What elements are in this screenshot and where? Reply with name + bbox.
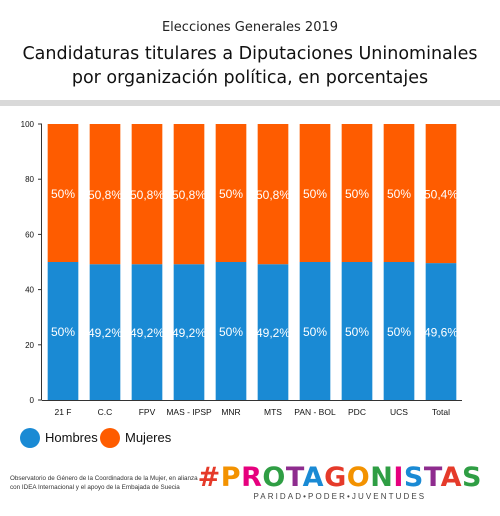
x-tick-label: 21 F (54, 407, 71, 417)
data-label-hombres: 49,2% (256, 326, 290, 340)
data-label-hombres: 49,6% (424, 326, 458, 340)
data-label-hombres: 50% (387, 325, 411, 339)
y-tick-label: 80 (25, 175, 34, 184)
bar-hombres-segment (89, 264, 121, 400)
data-label-hombres: 49,2% (88, 326, 122, 340)
brand-letter: T (423, 462, 441, 493)
x-tick-label: MNR (221, 407, 240, 417)
legend-swatch-mujeres (100, 428, 120, 448)
data-label-hombres: 50% (345, 325, 369, 339)
bar-hombres-segment (425, 263, 457, 400)
brand-letter: A (302, 462, 325, 493)
bar-hombres-segment (47, 262, 79, 400)
brand-letter: I (393, 462, 404, 493)
data-label-mujeres: 50,4% (424, 188, 458, 202)
data-label-hombres: 50% (303, 325, 327, 339)
bar-mujeres-segment (215, 124, 247, 262)
source-footnote: Observatorio de Género de la Coordinador… (10, 474, 270, 492)
bar-mujeres-segment (299, 124, 331, 262)
data-label-hombres: 50% (51, 325, 75, 339)
bar-mujeres-segment (341, 124, 373, 262)
x-tick-label: C.C (98, 407, 113, 417)
bar-hombres-segment (215, 262, 247, 400)
data-label-mujeres: 50% (219, 187, 243, 201)
brand-letter: S (403, 462, 424, 493)
y-tick-label: 40 (25, 286, 34, 295)
bar-hombres-segment (341, 262, 373, 400)
brand-letter: G (324, 462, 347, 493)
x-tick-label: Total (432, 407, 450, 417)
bar-hombres-segment (257, 264, 289, 400)
data-label-mujeres: 50% (303, 187, 327, 201)
header-divider (0, 100, 500, 106)
data-label-mujeres: 50% (345, 187, 369, 201)
data-label-mujeres: 50,8% (130, 188, 164, 202)
x-tick-label: FPV (139, 407, 156, 417)
bar-hombres-segment (299, 262, 331, 400)
bar-hombres-segment (173, 264, 205, 400)
brand-letter: N (370, 462, 394, 493)
chart-title: Candidaturas titulares a Diputaciones Un… (22, 44, 478, 88)
data-label-mujeres: 50% (387, 187, 411, 201)
data-label-mujeres: 50,8% (88, 188, 122, 202)
data-label-mujeres: 50,8% (256, 188, 290, 202)
footnote-line-2: con IDEA Internacional y el apoyo de la … (10, 484, 180, 491)
legend-swatch-hombres (20, 428, 40, 448)
bar-hombres-segment (383, 262, 415, 400)
brand-tagline: PARIDAD•PODER•JUVENTUDES (253, 492, 427, 501)
brand-letter: T (285, 462, 303, 493)
brand-letter: O (346, 462, 371, 493)
x-tick-label: MAS - IPSP (166, 407, 212, 417)
y-tick-label: 100 (21, 120, 35, 129)
y-tick-label: 20 (25, 341, 34, 350)
brand-letter: S (462, 462, 482, 493)
y-tick-label: 60 (25, 230, 34, 239)
x-tick-label: UCS (390, 407, 408, 417)
brand-letter: # (197, 462, 221, 493)
legend-label-hombres: Hombres (45, 430, 98, 445)
x-tick-label: PAN - BOL (294, 407, 336, 417)
brand-letter: R (241, 462, 263, 493)
data-label-hombres: 49,2% (172, 326, 206, 340)
stacked-bar-chart: 0 20 40 60 80 100 50% 50% 21 F 49,2% 50,8% C.C 49,2%… (21, 120, 462, 417)
bar-mujeres-segment (47, 124, 79, 262)
legend-label-mujeres: Mujeres (125, 430, 172, 445)
bar-mujeres-segment (173, 124, 205, 265)
brand-logo: #PROTAGONISTAS PARIDAD•PODER•JUVENTUDES (198, 462, 482, 501)
data-label-hombres: 49,2% (130, 326, 164, 340)
data-label-mujeres: 50% (51, 187, 75, 201)
footnote-line-1: Observatorio de Género de la Coordinador… (10, 475, 198, 482)
data-label-hombres: 50% (219, 325, 243, 339)
x-tick-label: PDC (348, 407, 366, 417)
bar-mujeres-segment (383, 124, 415, 262)
bar-mujeres-segment (131, 124, 163, 265)
bar-hombres-segment (131, 264, 163, 400)
chart-subtitle: Elecciones Generales 2019 (161, 20, 339, 35)
x-tick-label: MTS (264, 407, 282, 417)
y-tick-label: 0 (30, 396, 35, 405)
brand-letter: A (440, 462, 463, 493)
data-label-mujeres: 50,8% (172, 188, 206, 202)
bar-mujeres-segment (425, 124, 457, 264)
bar-mujeres-segment (257, 124, 289, 265)
brand-hashtag: #PROTAGONISTAS (198, 462, 482, 493)
bar-mujeres-segment (89, 124, 121, 265)
brand-letter: O (262, 462, 286, 493)
brand-letter: P (220, 462, 242, 493)
